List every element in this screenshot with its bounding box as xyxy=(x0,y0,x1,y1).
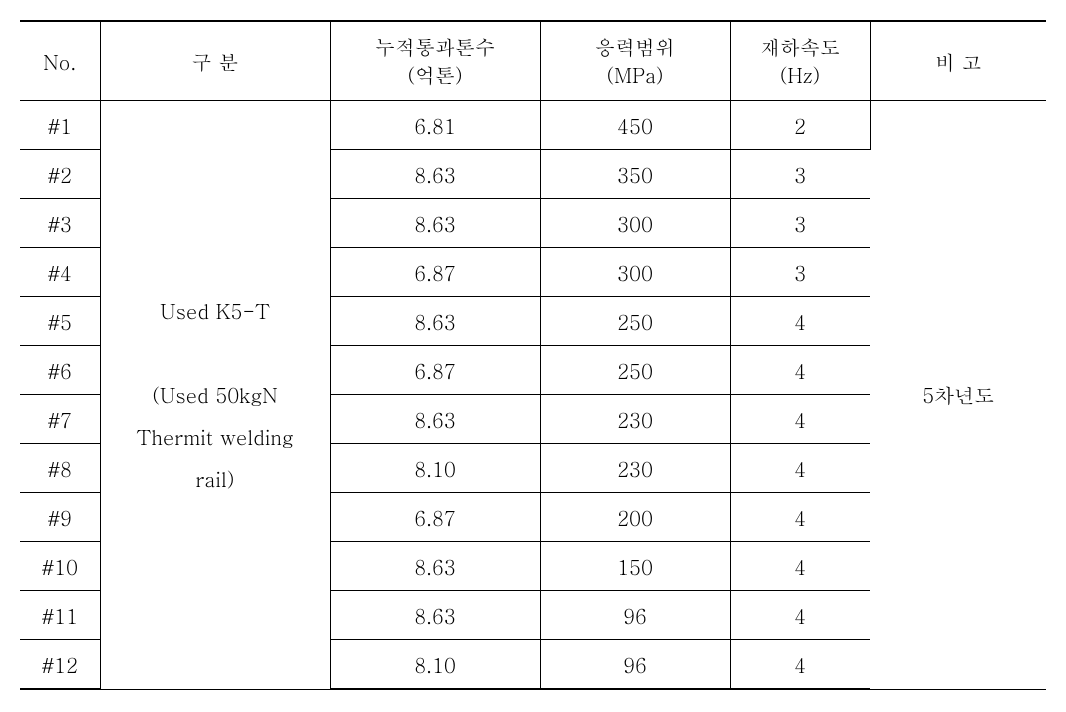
cell-hz: 4 xyxy=(794,552,806,581)
cell-no: #2 xyxy=(48,160,72,189)
category-line1: Used K5-T xyxy=(160,296,270,325)
cell-no: #8 xyxy=(48,454,72,483)
cell-no: #10 xyxy=(42,552,78,581)
category-line5: rail) xyxy=(196,464,235,493)
cell-hz: 4 xyxy=(794,454,806,483)
header-speed-label2: (Hz) xyxy=(780,60,820,89)
header-row: No. 구 분 누적통과톤수 (억톤) 응력범위 (MPa) 재하속도 (Hz) xyxy=(20,21,1046,101)
header-no-label: No. xyxy=(43,47,76,76)
cell-hz: 4 xyxy=(794,405,806,434)
cell-mpa: 250 xyxy=(617,356,653,385)
cell-mpa: 96 xyxy=(623,601,647,630)
cell-ton: 8.63 xyxy=(414,405,456,434)
cell-hz: 4 xyxy=(794,356,806,385)
data-table-container: No. 구 분 누적통과톤수 (억톤) 응력범위 (MPa) 재하속도 (Hz) xyxy=(20,20,1046,690)
header-tonnage-label2: (억톤) xyxy=(407,60,462,89)
cell-category-merged: Used K5-T (Used 50kgN Thermit welding ra… xyxy=(100,101,330,690)
cell-ton: 8.10 xyxy=(414,454,456,483)
cell-ton: 8.63 xyxy=(414,552,456,581)
cell-ton: 8.10 xyxy=(414,650,456,679)
data-table: No. 구 분 누적통과톤수 (억톤) 응력범위 (MPa) 재하속도 (Hz) xyxy=(20,20,1046,690)
table-body: #1 Used K5-T (Used 50kgN Thermit welding… xyxy=(20,101,1046,690)
header-stress: 응력범위 (MPa) xyxy=(540,21,730,101)
cell-ton: 8.63 xyxy=(414,209,456,238)
header-category-label: 구 분 xyxy=(192,47,239,76)
cell-hz: 4 xyxy=(794,650,806,679)
cell-no: #11 xyxy=(42,601,78,630)
cell-ton: 8.63 xyxy=(414,160,456,189)
cell-ton: 6.87 xyxy=(414,258,456,287)
header-speed-label1: 재하속도 xyxy=(760,32,840,61)
cell-no: #3 xyxy=(48,209,72,238)
cell-no: #9 xyxy=(48,503,72,532)
header-stress-label1: 응력범위 xyxy=(595,32,675,61)
cell-no: #1 xyxy=(48,111,72,140)
cell-hz: 4 xyxy=(794,307,806,336)
cell-mpa: 450 xyxy=(617,111,653,140)
cell-no: #4 xyxy=(48,258,72,287)
cell-mpa: 300 xyxy=(617,209,653,238)
header-stress-label2: (MPa) xyxy=(607,60,664,89)
cell-no: #7 xyxy=(48,405,72,434)
cell-mpa: 96 xyxy=(623,650,647,679)
header-note: 비 고 xyxy=(870,21,1046,101)
cell-ton: 8.63 xyxy=(414,307,456,336)
cell-ton: 6.87 xyxy=(414,503,456,532)
cell-no: #12 xyxy=(42,650,78,679)
cell-note-merged: 5차년도 xyxy=(870,101,1046,690)
cell-mpa: 250 xyxy=(617,307,653,336)
cell-hz: 3 xyxy=(794,209,806,238)
header-tonnage: 누적통과톤수 (억톤) xyxy=(330,21,540,101)
header-speed: 재하속도 (Hz) xyxy=(730,21,870,101)
header-category: 구 분 xyxy=(100,21,330,101)
cell-hz: 4 xyxy=(794,601,806,630)
category-line3: (Used 50kgN xyxy=(152,380,278,409)
cell-ton: 6.81 xyxy=(414,111,456,140)
cell-ton: 8.63 xyxy=(414,601,456,630)
header-tonnage-label1: 누적통과톤수 xyxy=(375,32,495,61)
cell-no: #5 xyxy=(48,307,72,336)
cell-hz: 3 xyxy=(794,258,806,287)
cell-ton: 6.87 xyxy=(414,356,456,385)
cell-hz: 2 xyxy=(794,111,806,140)
cell-hz: 3 xyxy=(794,160,806,189)
cell-mpa: 150 xyxy=(617,552,653,581)
cell-mpa: 200 xyxy=(617,503,653,532)
cell-mpa: 300 xyxy=(617,258,653,287)
header-no: No. xyxy=(20,21,100,101)
note-text: 5차년도 xyxy=(922,380,994,409)
cell-mpa: 230 xyxy=(617,454,653,483)
cell-hz: 4 xyxy=(794,503,806,532)
cell-no: #6 xyxy=(48,356,72,385)
cell-mpa: 230 xyxy=(617,405,653,434)
category-line4: Thermit welding xyxy=(136,422,293,451)
cell-mpa: 350 xyxy=(617,160,653,189)
header-note-label: 비 고 xyxy=(935,47,982,76)
table-row: #1 Used K5-T (Used 50kgN Thermit welding… xyxy=(20,101,1046,150)
